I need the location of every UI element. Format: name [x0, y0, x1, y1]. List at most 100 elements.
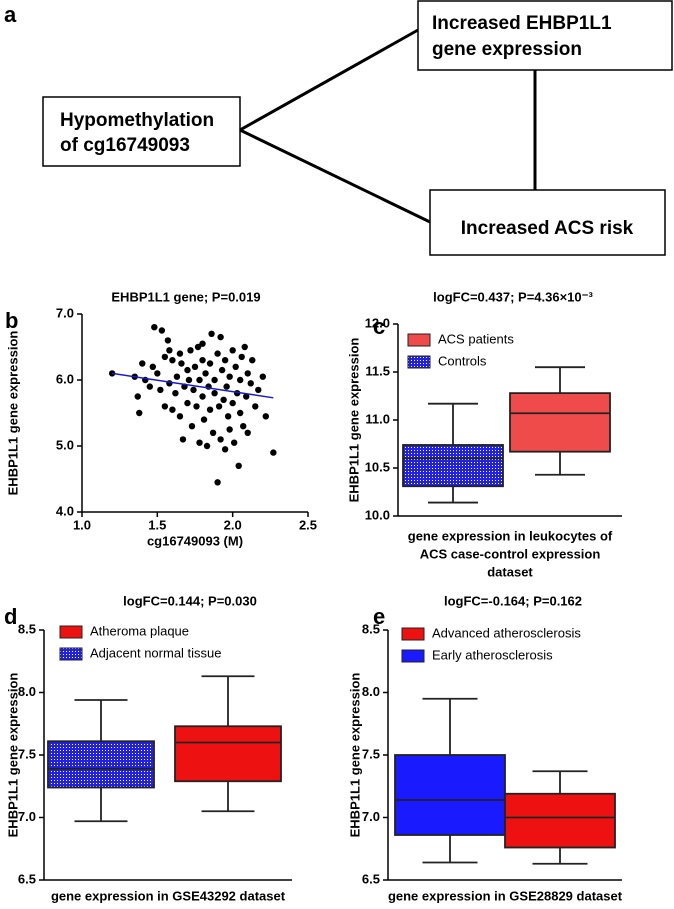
point [199, 357, 206, 364]
point [146, 383, 153, 390]
point [191, 363, 199, 370]
point [161, 403, 169, 410]
point [214, 350, 221, 357]
y-axis-label: EHBP1L1 gene expression [5, 673, 20, 838]
point [199, 340, 206, 347]
legend-label: Atheroma plaque [90, 623, 189, 638]
point [208, 330, 215, 337]
node-box [42, 96, 241, 167]
point [185, 376, 193, 384]
point [229, 347, 236, 354]
point [190, 386, 197, 394]
point [164, 337, 172, 344]
node-box [417, 0, 673, 71]
point [206, 360, 214, 367]
legend-label: ACS patients [438, 331, 514, 346]
point [196, 376, 203, 384]
point [230, 439, 238, 446]
point [211, 390, 218, 397]
y-tick-label: 10.5 [365, 459, 390, 474]
y-tick-label: 11.0 [365, 411, 390, 426]
point [176, 350, 184, 357]
point [173, 373, 181, 380]
box [394, 754, 506, 836]
point [134, 393, 141, 400]
point [244, 370, 251, 377]
legend-swatch [59, 625, 83, 639]
x-axis-label: gene expression in GSE43292 dataset [51, 888, 286, 903]
y-tick-label: 7.5 [18, 746, 36, 761]
point [238, 353, 245, 361]
point [154, 370, 161, 377]
point [237, 409, 244, 417]
point [136, 409, 143, 417]
connector [239, 28, 419, 132]
panel-letter: d [4, 604, 17, 629]
panel-letter: c [373, 314, 385, 339]
node-box [429, 189, 666, 256]
node-label: Increased ACS risk [461, 218, 634, 239]
x-axis-label: dataset [487, 564, 533, 579]
point [259, 373, 266, 380]
node-label: Increased EHBP1L1 [432, 13, 612, 34]
point [237, 376, 244, 384]
y-tick-label: 6.0 [56, 371, 74, 386]
point [202, 370, 209, 377]
point [200, 416, 208, 423]
box [509, 392, 611, 453]
chart-panel: e logFC=-0.164; P=0.162 EHBP1L1 gene expre… [347, 593, 622, 903]
node-label: Hypomethylation [60, 110, 214, 131]
box [47, 740, 155, 789]
y-tick-label: 8.5 [362, 621, 380, 636]
point [169, 357, 176, 364]
point [217, 436, 224, 443]
legend-swatch [401, 627, 425, 641]
chart-title: logFC=-0.164; P=0.162 [444, 593, 582, 608]
point [206, 406, 214, 413]
point [161, 353, 169, 361]
y-tick-label: 8.0 [362, 684, 380, 699]
y-axis-label: EHBP1L1 gene expression [347, 673, 362, 838]
box [174, 725, 282, 783]
chart-title: EHBP1L1 gene; P=0.019 [111, 289, 260, 304]
connector [239, 128, 431, 224]
point [220, 396, 227, 403]
point [184, 399, 191, 407]
diagram: a Hypomethylation of cg16749093 Increase… [4, 0, 673, 256]
point [229, 399, 236, 407]
node-label: gene expression [432, 39, 582, 60]
legend-swatch [407, 333, 431, 347]
point [249, 357, 256, 364]
legend-label: Early atherosclerosis [432, 647, 553, 662]
point [215, 403, 223, 410]
x-axis-label: gene expression in leukocytes of [408, 528, 613, 543]
y-tick-label: 7.0 [362, 809, 380, 824]
chart-panel: d logFC=0.144; P=0.030 EHBP1L1 gene expres… [4, 593, 292, 903]
box [504, 792, 616, 849]
point [217, 333, 224, 341]
point [244, 429, 251, 436]
x-axis-label: gene expression in GSE28829 dataset [388, 888, 623, 903]
chart-panel: b EHBP1L1 gene; P=0.019 EHBP1L1 gene expre… [5, 289, 317, 548]
y-axis-label: EHBP1L1 gene expression [5, 331, 20, 496]
point [223, 383, 230, 390]
y-tick-label: 4.0 [56, 503, 74, 518]
point [226, 373, 233, 380]
point [178, 360, 185, 367]
x-axis-label: cg16749093 (M) [147, 533, 243, 548]
point [108, 370, 116, 377]
point [255, 386, 262, 394]
panel-letter: a [4, 2, 17, 27]
point [209, 429, 217, 436]
point [252, 403, 259, 410]
point [194, 343, 202, 351]
point [247, 380, 254, 387]
legend-swatch [401, 649, 425, 663]
chart-title: logFC=0.437; P=4.36×10⁻³ [433, 289, 593, 304]
point [166, 347, 173, 354]
point [262, 413, 270, 420]
point [172, 390, 179, 397]
y-tick-label: 7.0 [18, 809, 36, 824]
point [221, 446, 229, 453]
